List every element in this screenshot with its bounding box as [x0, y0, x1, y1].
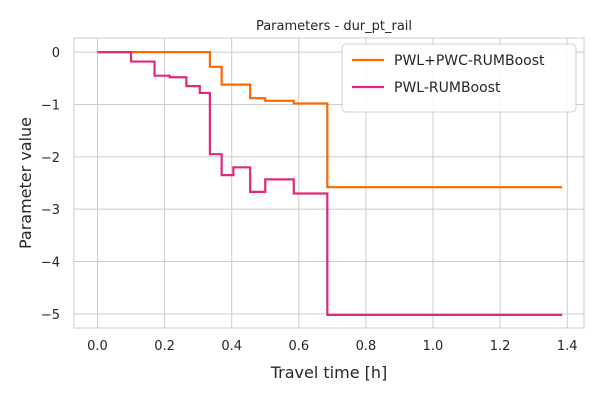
chart-title: Parameters - dur_pt_rail	[256, 19, 412, 34]
x-tick-label: 0.0	[87, 339, 108, 354]
x-tick-label: 0.4	[221, 339, 242, 354]
y-tick-label: 0	[52, 46, 60, 61]
legend-box	[341, 43, 577, 113]
x-tick-label: 1.4	[557, 339, 578, 354]
x-tick-label: 0.8	[356, 339, 377, 354]
y-tick-label: −1	[41, 98, 60, 113]
plot-area	[97, 51, 563, 317]
legend-label: PWL-RUMBoost	[394, 80, 501, 96]
x-tick-label: 1.2	[490, 339, 511, 354]
x-tick-label: 0.6	[288, 339, 309, 354]
series-line-2	[97, 51, 563, 317]
tick-labels: 0.0 0.2 0.4 0.6 0.8 1.0 1.2 1.4 0 −1 −2 −3 −4 −5	[41, 46, 578, 354]
series-line-1	[97, 51, 563, 189]
x-tick-label: 1.0	[423, 339, 444, 354]
x-tick-label: 0.2	[154, 339, 175, 354]
legend: PWL+PWC-RUMBoost PWL-RUMBoost	[341, 43, 577, 113]
y-tick-label: −4	[41, 256, 60, 271]
plot-frame	[73, 37, 585, 329]
y-axis-label: Parameter value	[16, 117, 35, 249]
y-tick-label: −5	[41, 308, 60, 323]
x-axis-label: Travel time [h]	[270, 363, 388, 382]
y-tick-label: −3	[41, 203, 60, 218]
y-tick-label: −2	[41, 151, 60, 166]
legend-label: PWL+PWC-RUMBoost	[394, 53, 545, 69]
